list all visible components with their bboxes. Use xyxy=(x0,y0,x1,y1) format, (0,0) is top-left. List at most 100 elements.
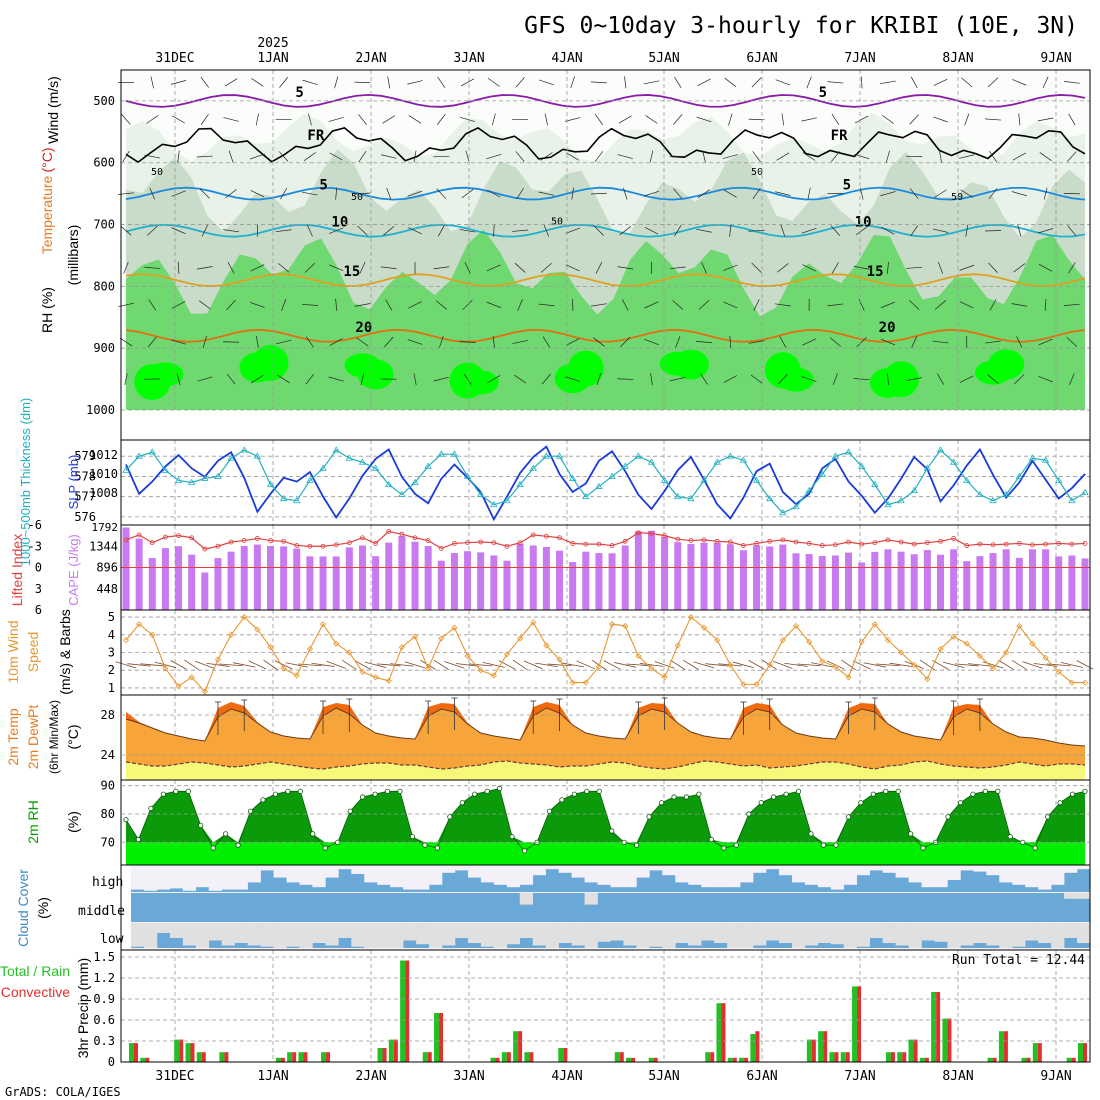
rh-bright-patch xyxy=(777,367,814,392)
wind-barb xyxy=(910,225,919,237)
wind-barb xyxy=(408,227,422,235)
wind-barb xyxy=(177,261,180,274)
thickness-marker xyxy=(621,462,629,469)
wind-barb xyxy=(407,190,423,197)
wind-speed-marker xyxy=(1055,668,1062,676)
contour-line xyxy=(125,273,1086,288)
wind-barb xyxy=(512,229,529,232)
cloud-bar xyxy=(493,923,508,948)
cloud-bar xyxy=(338,868,352,870)
cloud-bar xyxy=(286,923,300,947)
wind-barb xyxy=(1038,264,1053,272)
wind-barb-10m xyxy=(614,662,637,668)
precip-total-bar xyxy=(614,1052,620,1062)
wind-barb-10m xyxy=(206,662,230,667)
lifted-marker xyxy=(176,533,181,539)
precip-panel: 1.5 1.2 0.9 0.6 0.3 0 Total / Rain Convective 3h… xyxy=(0,949,1091,1069)
wind-barb xyxy=(644,190,659,197)
rh2m-marker xyxy=(771,794,777,800)
thickness-tick-label: 578 xyxy=(74,469,96,483)
wind-barb xyxy=(275,229,292,233)
rh2m-marker xyxy=(160,791,166,797)
cloud-bar xyxy=(740,923,754,948)
wind-barb xyxy=(932,340,949,344)
thickness-marker xyxy=(963,476,971,483)
precip-conv-bar xyxy=(393,1039,398,1062)
wind-barb xyxy=(933,116,948,123)
precip-conv-bar xyxy=(1003,1031,1008,1062)
rh2m-marker xyxy=(347,808,353,814)
rh2m-marker xyxy=(447,814,453,820)
precip-conv-bar xyxy=(303,1052,308,1062)
cloud-bar xyxy=(390,923,404,948)
wind-barb xyxy=(384,336,394,348)
wind-barb xyxy=(565,338,580,346)
top-date-label: 6JAN xyxy=(746,51,777,66)
lifted-marker xyxy=(478,539,484,545)
wind-barb xyxy=(1038,375,1053,383)
wind-barb xyxy=(198,300,211,310)
wind-axis-label: Wind (m/s) xyxy=(45,76,61,144)
wind-barb xyxy=(279,77,289,88)
wind-barb xyxy=(596,373,602,386)
rh2m-marker xyxy=(397,788,403,794)
precip-conv-bar xyxy=(427,1052,432,1062)
wind-barb-10m xyxy=(326,660,346,669)
lifted-marker xyxy=(504,543,510,549)
cloud-bar xyxy=(325,868,339,878)
wind-barb xyxy=(538,191,555,196)
wind-barb-10m xyxy=(444,661,465,669)
rh2m-unit-label: (%) xyxy=(65,811,81,833)
thickness-marker xyxy=(831,452,840,459)
wind-barb xyxy=(987,77,999,88)
rh2m-marker xyxy=(247,808,254,814)
cloud-bar xyxy=(895,868,909,878)
wind-speed-line xyxy=(125,616,1085,693)
top-date-label: 31DEC xyxy=(155,51,194,66)
cape-bar xyxy=(135,538,143,610)
cloud-bar xyxy=(791,923,806,948)
wind-speed-marker xyxy=(136,621,143,628)
precip-total-bar xyxy=(750,1034,756,1062)
precip-conv-bar xyxy=(936,992,941,1062)
wind-barb xyxy=(354,303,371,307)
cloud-bar xyxy=(999,923,1013,948)
lifted-tick-label: 0 xyxy=(35,561,42,575)
wind-barb xyxy=(988,262,998,273)
wind-speed-marker xyxy=(884,637,892,644)
thickness-marker xyxy=(857,462,866,469)
wind-barb xyxy=(882,114,894,124)
precip-conv-bar xyxy=(913,1039,918,1062)
lifted-marker xyxy=(688,538,694,543)
contour-line xyxy=(125,328,1086,343)
lifted-marker xyxy=(307,543,313,549)
wind-barb xyxy=(649,150,654,163)
rh2m-marker xyxy=(1045,814,1051,820)
wind-barb xyxy=(492,335,495,349)
wind-barb xyxy=(959,264,975,271)
contour-label: 5 xyxy=(295,85,303,101)
wind-barb xyxy=(540,152,553,161)
wind-barb xyxy=(146,225,158,236)
wind-barb xyxy=(591,303,607,307)
lifted-marker xyxy=(741,543,746,548)
dewpoint-line xyxy=(125,760,1086,770)
thickness-marker xyxy=(844,448,853,455)
rh-axis-label: RH (%) xyxy=(39,287,55,333)
wind-barb xyxy=(830,151,840,162)
wind-speed-marker xyxy=(1016,622,1023,630)
lifted-marker xyxy=(386,528,392,534)
wind-barb xyxy=(275,339,292,345)
rh2m-marker xyxy=(683,794,690,800)
wind-barb xyxy=(801,117,817,122)
wind-barb xyxy=(723,189,737,198)
rh2m-marker xyxy=(1007,834,1013,840)
cloud-bar xyxy=(882,868,896,873)
wind-barb-10m xyxy=(285,662,309,668)
wind-barb xyxy=(280,187,288,200)
wind-barb xyxy=(832,373,838,385)
rh2m-marker xyxy=(596,788,602,794)
wind-barb-10m xyxy=(1076,660,1094,670)
wind-speed-marker xyxy=(517,635,524,642)
wind-barb-10m xyxy=(232,662,256,668)
